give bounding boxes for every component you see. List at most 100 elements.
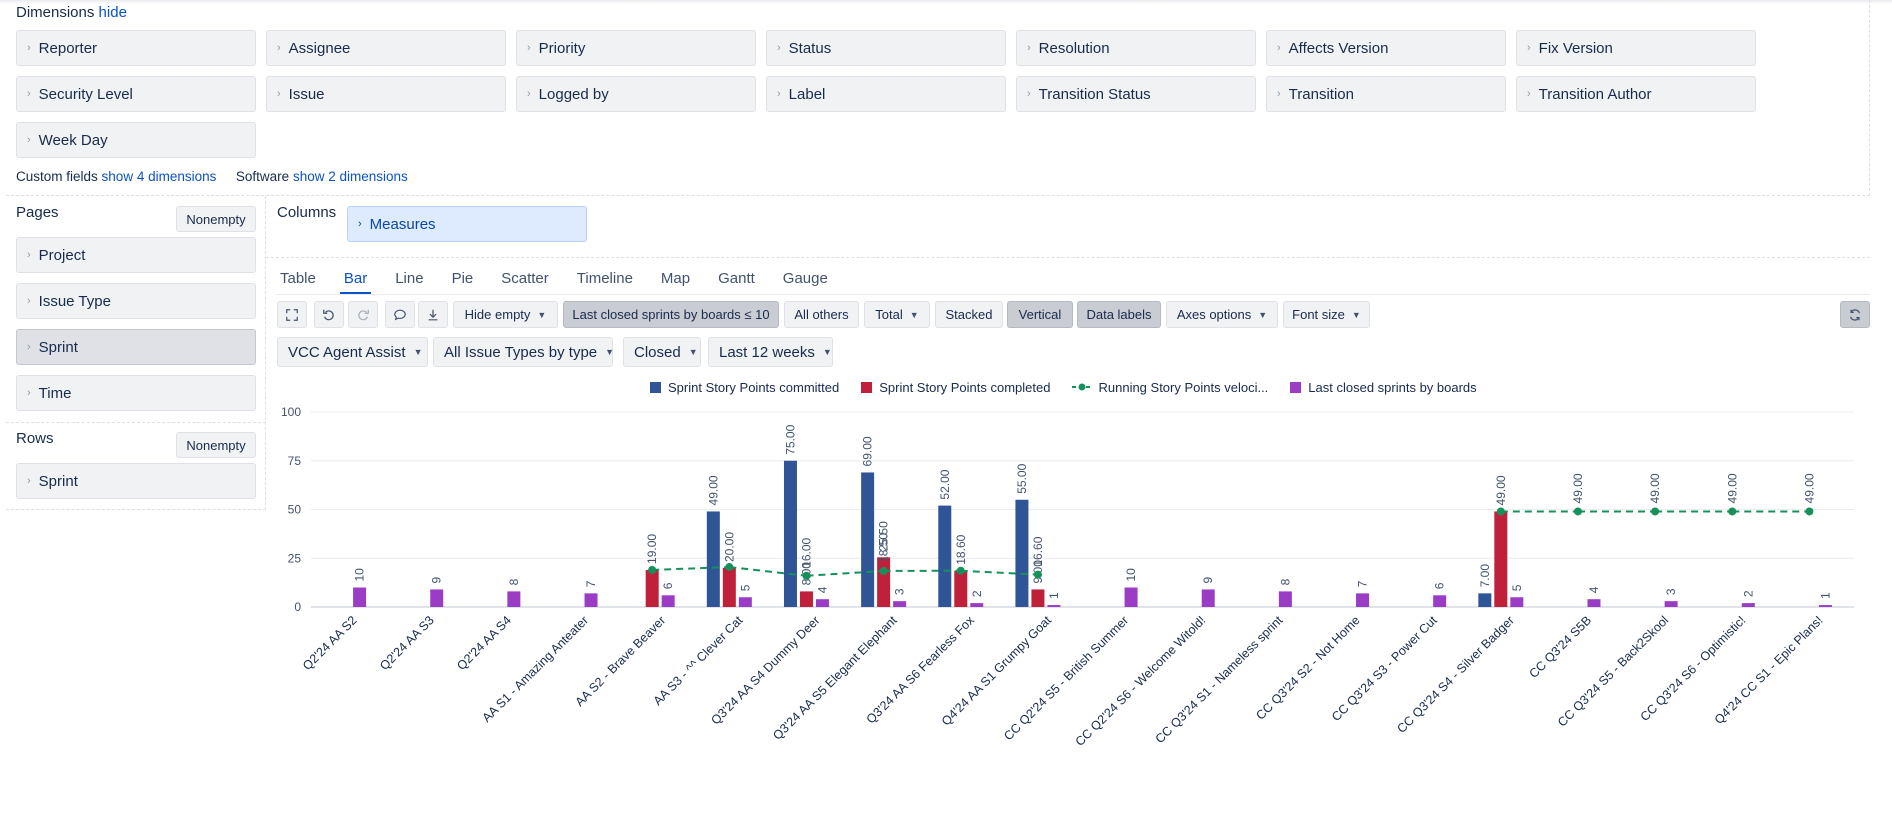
row-item-sprint[interactable]: › Sprint	[16, 463, 256, 499]
download-button[interactable]	[418, 301, 448, 328]
bar-last-closed[interactable]	[1587, 599, 1601, 607]
dimension-status[interactable]: › Status	[766, 30, 1006, 66]
rows-nonempty-button[interactable]: Nonempty	[176, 432, 256, 458]
dimension-week-day[interactable]: › Week Day	[16, 122, 256, 158]
velocity-point[interactable]	[1033, 570, 1042, 579]
software-show-link[interactable]: show 2 dimensions	[292, 169, 408, 184]
tab-timeline[interactable]: Timeline	[576, 270, 633, 287]
velocity-point[interactable]	[1573, 507, 1582, 516]
custom-fields-show-link[interactable]: show 4 dimensions	[101, 169, 217, 184]
comment-button[interactable]	[385, 301, 415, 328]
bar-completed[interactable]	[877, 557, 891, 607]
bar-last-closed[interactable]	[353, 587, 367, 608]
dimension-logged-by[interactable]: › Logged by	[516, 76, 756, 112]
velocity-point[interactable]	[648, 565, 657, 574]
tab-gantt[interactable]: Gantt	[718, 270, 755, 287]
bar-completed[interactable]	[1494, 511, 1508, 607]
page-item-time[interactable]: › Time	[16, 375, 256, 411]
hide-empty-dropdown[interactable]: Hide empty ▼	[453, 301, 558, 328]
tab-map[interactable]: Map	[660, 270, 691, 287]
bar-last-closed[interactable]	[1124, 587, 1138, 608]
velocity-point[interactable]	[725, 563, 734, 572]
dimension-transition-author[interactable]: › Transition Author	[1516, 76, 1756, 112]
fullscreen-button[interactable]	[277, 301, 307, 328]
velocity-point[interactable]	[802, 571, 811, 580]
bar-last-closed[interactable]	[970, 603, 984, 607]
velocity-point[interactable]	[1728, 507, 1737, 516]
dimension-label[interactable]: › Label	[766, 76, 1006, 112]
tab-scatter[interactable]: Scatter	[501, 270, 549, 287]
dimension-transition[interactable]: › Transition	[1266, 76, 1506, 112]
page-item-sprint[interactable]: › Sprint	[16, 329, 256, 365]
last-closed-sprints-toggle[interactable]: Last closed sprints by boards ≤ 10	[563, 301, 779, 328]
bar-committed[interactable]	[783, 460, 797, 607]
dimension-reporter[interactable]: › Reporter	[16, 30, 256, 66]
bar-committed[interactable]	[1015, 499, 1029, 607]
bar-last-closed[interactable]	[1433, 595, 1447, 607]
stacked-toggle[interactable]: Stacked	[935, 301, 1003, 328]
project-filter-dropdown[interactable]: VCC Agent Assist ▼	[277, 337, 428, 367]
redo-button[interactable]	[348, 301, 378, 328]
bar-completed[interactable]	[954, 570, 968, 607]
velocity-point[interactable]	[879, 566, 888, 575]
status-filter-dropdown[interactable]: Closed ▼	[623, 337, 701, 367]
column-item-measures[interactable]: › Measures	[347, 206, 587, 242]
dimension-priority[interactable]: › Priority	[516, 30, 756, 66]
dimension-resolution[interactable]: › Resolution	[1016, 30, 1256, 66]
page-item-project[interactable]: › Project	[16, 237, 256, 273]
undo-button[interactable]	[314, 301, 344, 328]
tab-table[interactable]: Table	[280, 270, 316, 287]
legend-item-completed[interactable]: Sprint Story Points completed	[861, 380, 1050, 395]
bar-last-closed[interactable]	[1201, 589, 1215, 607]
bar-last-closed[interactable]	[1356, 593, 1370, 607]
bar-last-closed[interactable]	[584, 593, 598, 607]
tab-pie[interactable]: Pie	[451, 270, 474, 287]
bar-last-closed[interactable]	[738, 597, 752, 607]
bar-last-closed[interactable]	[1278, 591, 1292, 607]
axes-options-dropdown[interactable]: Axes options ▼	[1166, 301, 1278, 328]
legend-item-last-closed[interactable]: Last closed sprints by boards	[1290, 380, 1477, 395]
bar-last-closed[interactable]	[1047, 605, 1061, 607]
vertical-toggle[interactable]: Vertical	[1007, 301, 1073, 328]
bar-last-closed[interactable]	[893, 601, 907, 607]
bar-last-closed[interactable]	[430, 589, 444, 607]
bar-committed[interactable]	[706, 511, 720, 607]
bar-last-closed[interactable]	[815, 599, 829, 607]
dimension-transition-status[interactable]: › Transition Status	[1016, 76, 1256, 112]
bar-committed[interactable]	[938, 505, 952, 607]
legend-item-velocity[interactable]: Running Story Points veloci...	[1072, 380, 1268, 395]
bar-committed[interactable]	[861, 472, 875, 607]
bar-completed[interactable]	[722, 568, 736, 607]
bar-last-closed[interactable]	[507, 591, 521, 607]
velocity-point[interactable]	[1496, 507, 1505, 516]
issue-type-filter-dropdown[interactable]: All Issue Types by type ▼	[433, 337, 614, 367]
dimension-assignee[interactable]: › Assignee	[266, 30, 506, 66]
bar-last-closed[interactable]	[1510, 597, 1524, 607]
dimension-security-level[interactable]: › Security Level	[16, 76, 256, 112]
tab-line[interactable]: Line	[395, 270, 424, 287]
bar-committed[interactable]	[1478, 593, 1492, 607]
bar-last-closed[interactable]	[1741, 603, 1755, 607]
tab-bar[interactable]: Bar	[339, 268, 372, 294]
bar-completed[interactable]	[1031, 589, 1045, 607]
data-labels-toggle[interactable]: Data labels	[1077, 301, 1161, 328]
bar-completed[interactable]	[645, 569, 659, 607]
bar-last-closed[interactable]	[1664, 601, 1678, 607]
bar-completed[interactable]	[799, 591, 813, 607]
page-item-issue-type[interactable]: › Issue Type	[16, 283, 256, 319]
dimension-fix-version[interactable]: › Fix Version	[1516, 30, 1756, 66]
dimension-issue[interactable]: › Issue	[266, 76, 506, 112]
refresh-button[interactable]	[1840, 301, 1870, 328]
tab-gauge[interactable]: Gauge	[782, 270, 828, 287]
legend-item-committed[interactable]: Sprint Story Points committed	[650, 380, 839, 395]
velocity-point[interactable]	[1805, 507, 1814, 516]
pages-nonempty-button[interactable]: Nonempty	[176, 206, 256, 232]
total-dropdown[interactable]: Total ▼	[864, 301, 930, 328]
dimension-affects-version[interactable]: › Affects Version	[1266, 30, 1506, 66]
period-filter-dropdown[interactable]: Last 12 weeks ▼	[708, 337, 833, 367]
velocity-point[interactable]	[956, 566, 965, 575]
velocity-point[interactable]	[1651, 507, 1660, 516]
dimensions-hide-link[interactable]: hide	[98, 4, 127, 21]
font-size-dropdown[interactable]: Font size ▼	[1283, 301, 1370, 328]
bar-last-closed[interactable]	[661, 595, 675, 607]
